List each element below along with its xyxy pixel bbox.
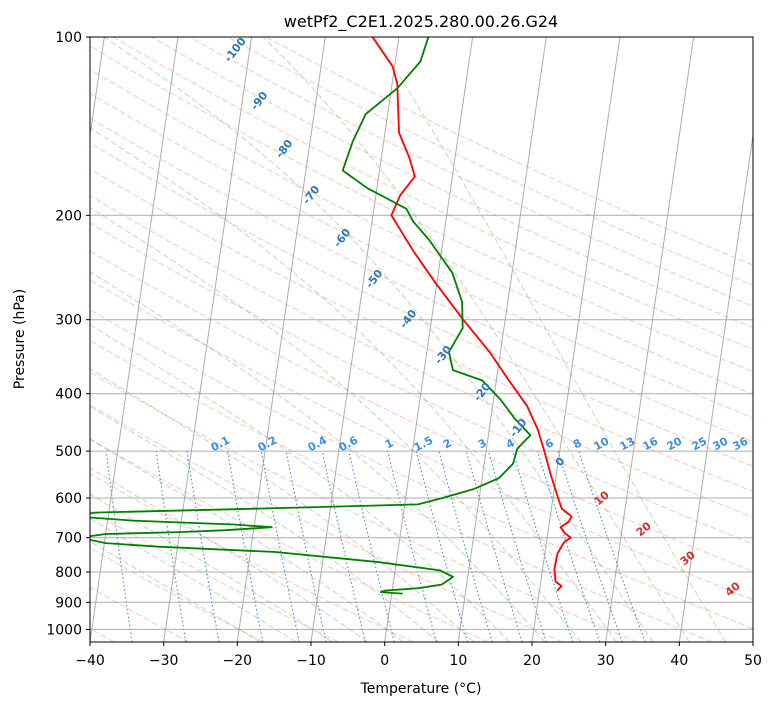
- dry-adiabat: [90, 117, 753, 443]
- y-tick-label: 700: [55, 531, 82, 547]
- isotherm: [384, 37, 474, 642]
- dry-adiabat: [90, 195, 753, 519]
- moist-adiabat: [90, 271, 546, 642]
- dry-adiabat: [90, 339, 712, 642]
- dry-adiabat: [189, 37, 753, 307]
- y-tick-label: 800: [55, 565, 82, 581]
- x-axis: −40 −30 −20 −10 0 10 20 30 40 50: [75, 642, 762, 669]
- mixing-ratio-label: 36: [731, 434, 751, 453]
- moist-adiabat: [90, 540, 261, 642]
- dewpoint-profile: [90, 37, 532, 595]
- moist-adiabat: [90, 405, 439, 642]
- dry-adiabat: [90, 222, 753, 545]
- dry-adiabat: [90, 309, 753, 630]
- mixing-ratio-line: [260, 451, 300, 642]
- y-tick-label: 1000: [46, 622, 82, 638]
- moist-adiabat: [103, 37, 654, 642]
- mixing-ratio-line: [155, 451, 187, 642]
- dry-adiabat: [90, 92, 753, 419]
- isotherm: [163, 37, 253, 642]
- isotherm: [236, 37, 326, 642]
- y-tick-label: 900: [55, 595, 82, 611]
- mixing-ratio-line: [557, 450, 623, 642]
- y-axis: 100 200 300 400 500 600 700 800 900 1000: [46, 30, 90, 638]
- mixing-ratio-line: [321, 450, 366, 642]
- mixing-ratio-line: [578, 450, 646, 642]
- dry-adiabat: [90, 547, 264, 642]
- dry-adiabat: [90, 509, 339, 642]
- x-tick-label: −20: [223, 653, 253, 669]
- y-tick-label: 300: [55, 313, 82, 329]
- x-tick-label: −10: [296, 653, 326, 669]
- dry-adiabat: [90, 279, 753, 601]
- isotherm: [605, 37, 695, 642]
- moist-adiabat: [90, 368, 475, 642]
- isotherm: [457, 37, 547, 642]
- isotherm: [310, 37, 400, 642]
- mixing-ratio-label: 10: [592, 434, 612, 453]
- mixing-ratio-line: [512, 450, 574, 642]
- mixing-ratio-line: [415, 450, 469, 642]
- dry-adiabat: [151, 37, 753, 329]
- dry-adiabat: [90, 142, 753, 467]
- mixing-ratio-label: 30: [711, 434, 731, 453]
- mixing-ratio-line: [387, 450, 437, 642]
- temperature-profile: [371, 37, 573, 592]
- mixing-ratio-line: [465, 450, 523, 642]
- mixing-ratio-line: [285, 450, 327, 642]
- dry-adiabat: [227, 37, 753, 286]
- chart-title: wetPf2_C2E1.2025.280.00.26.G24: [284, 12, 558, 32]
- x-tick-label: 30: [597, 653, 615, 669]
- isotherm: [752, 638, 753, 642]
- y-tick-label: 400: [55, 387, 82, 403]
- x-tick-label: −30: [149, 653, 179, 669]
- dry-adiabat: [90, 371, 638, 642]
- grid: [90, 37, 753, 642]
- moist-adiabat: [374, 37, 727, 642]
- dry-adiabat: [90, 168, 753, 493]
- x-tick-label: 0: [380, 653, 389, 669]
- y-tick-label: 200: [55, 208, 82, 224]
- x-axis-label: Temperature (°C): [360, 681, 482, 697]
- moist-adiabat: [90, 206, 582, 642]
- moist-adiabat: [90, 127, 618, 642]
- x-tick-label: 10: [449, 653, 467, 669]
- isotherm: [531, 37, 621, 642]
- profiles: [90, 37, 573, 595]
- mixing-ratio-label: 16: [641, 434, 661, 453]
- moist-adiabat: [262, 37, 690, 642]
- mixing-ratio-label: 25: [690, 435, 710, 454]
- mixing-ratio-label: 13: [618, 435, 638, 454]
- dry-adiabat: [90, 404, 563, 642]
- y-axis-label: Pressure (hPa): [12, 289, 28, 389]
- plot-area-background: [90, 37, 753, 642]
- moist-adiabat: [90, 438, 404, 642]
- mixing-ratio-line: [536, 450, 601, 642]
- x-tick-label: −40: [75, 653, 105, 669]
- x-tick-label: 50: [744, 653, 762, 669]
- y-tick-label: 500: [55, 444, 82, 460]
- moist-adiabat: [90, 324, 510, 642]
- background-lines: [90, 37, 753, 642]
- mixing-ratio-line: [487, 450, 547, 642]
- moist-adiabat: [90, 467, 368, 642]
- x-tick-label: 40: [670, 653, 688, 669]
- dry-adiabat: [90, 45, 753, 373]
- plot-frame: [89, 36, 754, 643]
- dry-adiabat: [90, 438, 488, 642]
- y-tick-label: 600: [55, 491, 82, 507]
- isotherm: [90, 37, 179, 642]
- mixing-ratio-label: 20: [665, 434, 685, 453]
- y-tick-label: 100: [55, 30, 82, 46]
- x-tick-label: 20: [523, 653, 541, 669]
